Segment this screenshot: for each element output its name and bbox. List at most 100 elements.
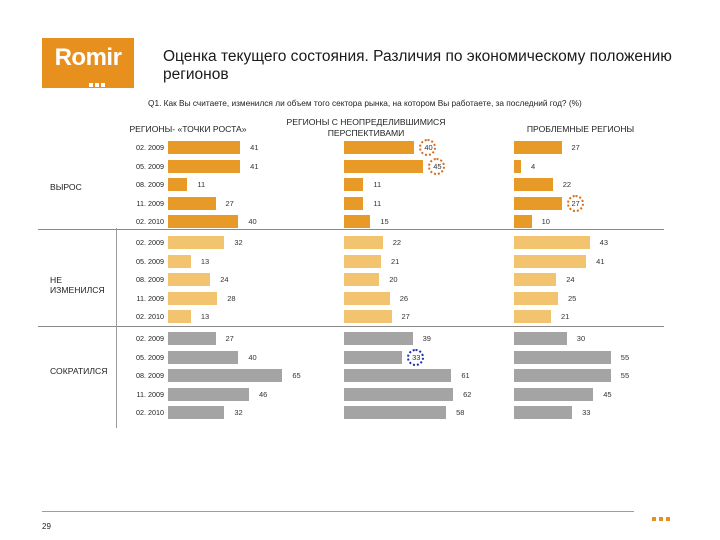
bar	[514, 236, 590, 249]
bar	[168, 178, 188, 191]
bar	[514, 387, 594, 401]
bar	[514, 291, 558, 305]
bar	[168, 350, 239, 364]
bar-value-label: 55	[620, 352, 630, 362]
period-axis-line	[116, 228, 117, 428]
bar	[168, 215, 239, 228]
bar	[168, 254, 191, 268]
bar-value-label: 40	[248, 217, 257, 226]
period-label: 11. 2009	[136, 293, 164, 303]
period-label: 11. 2009	[136, 389, 164, 399]
bar-value-label: 13	[200, 256, 210, 266]
bar-value-label: 43	[599, 238, 609, 247]
period-label: 02. 2010	[136, 408, 164, 417]
bar-value-label: 46	[258, 389, 268, 399]
bar-value-label: 4	[531, 161, 536, 171]
bar	[514, 406, 573, 419]
bar-value-label: 27	[225, 334, 234, 343]
bar	[168, 387, 249, 401]
bar	[514, 369, 611, 382]
bar-value-label: 26	[399, 293, 409, 303]
bar	[344, 159, 424, 173]
bar-value-label: 27	[401, 312, 410, 321]
group-label-increase: ВЫРОС	[50, 182, 82, 192]
bar-value-label: 13	[200, 312, 210, 321]
bar-value-label: 27	[571, 143, 580, 152]
period-label: 02. 2009	[136, 238, 164, 247]
bar-value-label: 22	[562, 180, 572, 189]
bar	[344, 291, 390, 305]
period-label: 11. 2009	[136, 198, 164, 208]
bar-value-label: 24	[220, 275, 229, 284]
bar	[514, 159, 522, 173]
bar	[168, 236, 225, 249]
bar-value-label: 32	[234, 408, 243, 417]
group-separator	[38, 229, 664, 230]
bar-value-label: 27	[225, 198, 234, 208]
bar-value-label: 32	[234, 238, 243, 247]
footer-dots	[652, 508, 673, 526]
bar-value-label: 28	[227, 293, 236, 303]
period-label: 02. 2010	[136, 312, 164, 321]
logo-text: Romir	[54, 44, 122, 71]
period-label: 05. 2009	[136, 161, 164, 171]
bar	[344, 332, 413, 345]
column-header-uncertain-regions: РЕГИОНЫ С НЕОПРЕДЕЛИВШИМИСЯ ПЕРСПЕКТИВАМ…	[286, 117, 446, 138]
column-header-growth-regions: РЕГИОНЫ- «ТОЧКИ РОСТА»	[129, 124, 247, 134]
bar	[344, 406, 447, 419]
bar-value-label: 21	[390, 256, 400, 266]
bar	[514, 273, 557, 286]
bar-value-label: 33	[582, 408, 591, 417]
bar	[168, 291, 218, 305]
bar	[514, 350, 611, 364]
page-number: 29	[42, 522, 51, 531]
bar-value-label: 41	[596, 256, 605, 266]
bar	[514, 178, 553, 191]
bar	[344, 369, 452, 382]
period-label: 02. 2010	[136, 217, 164, 226]
bar-value-label: 15	[380, 217, 389, 226]
bar	[168, 406, 225, 419]
period-label: 08. 2009	[136, 275, 164, 284]
logo-dots	[89, 74, 107, 92]
bar-value-label: 41	[250, 143, 259, 152]
period-label: 02. 2009	[136, 334, 164, 343]
bar-value-label: 21	[560, 312, 570, 321]
bar	[344, 254, 381, 268]
highlight-circle	[407, 348, 425, 366]
period-label: 02. 2009	[136, 143, 164, 152]
bar-value-label: 22	[392, 238, 402, 247]
bar-value-label: 61	[461, 371, 470, 380]
group-separator	[38, 326, 664, 327]
highlight-circle	[428, 157, 446, 175]
bar	[168, 310, 191, 323]
bar	[168, 196, 216, 210]
bar-value-label: 11	[373, 198, 382, 208]
bar-value-label: 65	[292, 371, 301, 380]
bar	[344, 215, 371, 228]
bar-value-label: 20	[389, 275, 398, 284]
bar	[344, 196, 364, 210]
bar	[168, 159, 241, 173]
bar	[168, 273, 211, 286]
bar	[344, 141, 415, 154]
bar	[344, 178, 364, 191]
period-label: 05. 2009	[136, 256, 164, 266]
bar	[344, 350, 403, 364]
bar-value-label: 41	[250, 161, 259, 171]
group-label-no-change: НЕ ИЗМЕНИЛСЯ	[50, 275, 105, 295]
survey-question: Q1. Как Вы считаете, изменился ли объем …	[148, 98, 582, 108]
bar	[514, 254, 587, 268]
bar-value-label: 24	[566, 275, 575, 284]
period-label: 08. 2009	[136, 180, 164, 189]
bar	[344, 310, 392, 323]
bar-value-label: 40	[248, 352, 257, 362]
bar-value-label: 11	[197, 180, 206, 189]
bar-value-label: 25	[568, 293, 577, 303]
bar-value-label: 55	[620, 371, 630, 380]
page-title: Оценка текущего состояния. Различия по э…	[163, 48, 672, 83]
bar-value-label: 39	[422, 334, 431, 343]
bar	[168, 332, 216, 345]
bar-value-label: 45	[603, 389, 612, 399]
highlight-circle	[566, 194, 584, 212]
